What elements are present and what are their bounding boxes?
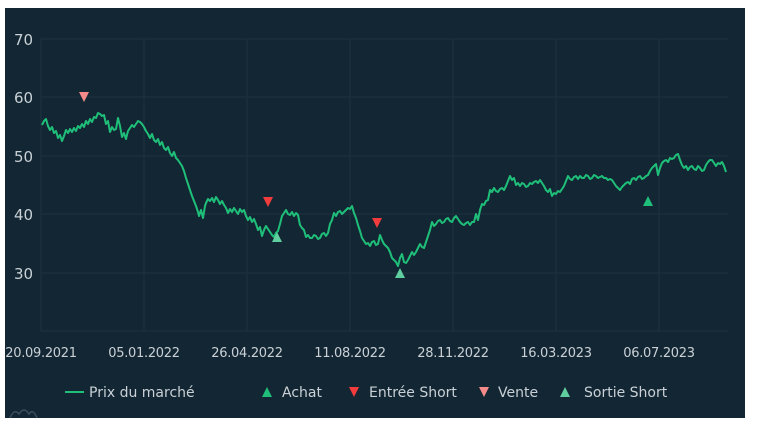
- triangle-up-icon: [560, 387, 570, 397]
- sell-marker-icon: [79, 92, 89, 102]
- chart-panel: [5, 8, 745, 418]
- x-tick-label: 20.09.2021: [5, 346, 76, 361]
- y-tick-label: 30: [14, 265, 33, 283]
- x-axis: 20.09.2021 05.01.2022 26.04.2022 11.08.2…: [5, 346, 695, 361]
- trade-markers: [79, 92, 653, 278]
- short-entry-marker-icon: [263, 197, 273, 207]
- triangle-up-icon: [262, 387, 272, 397]
- legend-label: Entrée Short: [369, 385, 457, 401]
- legend-item-buy[interactable]: Achat: [262, 385, 322, 401]
- legend-label: Sortie Short: [584, 385, 668, 401]
- legend-item-short-exit[interactable]: Sortie Short: [560, 385, 668, 401]
- x-tick-label: 06.07.2023: [623, 346, 694, 361]
- market-price-line: [41, 112, 727, 267]
- short-exit-marker-icon: [395, 268, 405, 278]
- short-exit-marker-icon: [272, 232, 282, 242]
- legend-label: Prix du marché: [89, 385, 195, 401]
- x-tick-label: 26.04.2022: [211, 346, 282, 361]
- y-tick-label: 70: [14, 31, 33, 49]
- legend-item-short-entry[interactable]: Entrée Short: [349, 385, 457, 401]
- x-tick-label: 16.03.2023: [520, 346, 591, 361]
- y-tick-label: 50: [14, 148, 33, 166]
- triangle-down-icon: [349, 387, 359, 397]
- triangle-down-icon: [479, 387, 489, 397]
- legend-item-market-price[interactable]: Prix du marché: [65, 385, 195, 401]
- y-axis: 70 60 50 40 30: [14, 31, 33, 283]
- legend: Prix du marché Achat Entrée Short Vente …: [65, 385, 668, 401]
- x-tick-label: 11.08.2022: [314, 346, 385, 361]
- y-tick-label: 60: [14, 89, 33, 107]
- buy-marker-icon: [643, 196, 653, 206]
- y-tick-label: 40: [14, 206, 33, 224]
- horizontal-gridlines: [41, 38, 728, 332]
- short-entry-marker-icon: [372, 218, 382, 228]
- legend-label: Achat: [282, 385, 322, 401]
- vertical-gridlines: [40, 39, 660, 331]
- x-tick-label: 05.01.2022: [108, 346, 179, 361]
- watermark-logo-icon: [9, 409, 38, 419]
- legend-item-sell[interactable]: Vente: [479, 385, 538, 401]
- legend-label: Vente: [498, 385, 538, 401]
- x-tick-label: 28.11.2022: [417, 346, 488, 361]
